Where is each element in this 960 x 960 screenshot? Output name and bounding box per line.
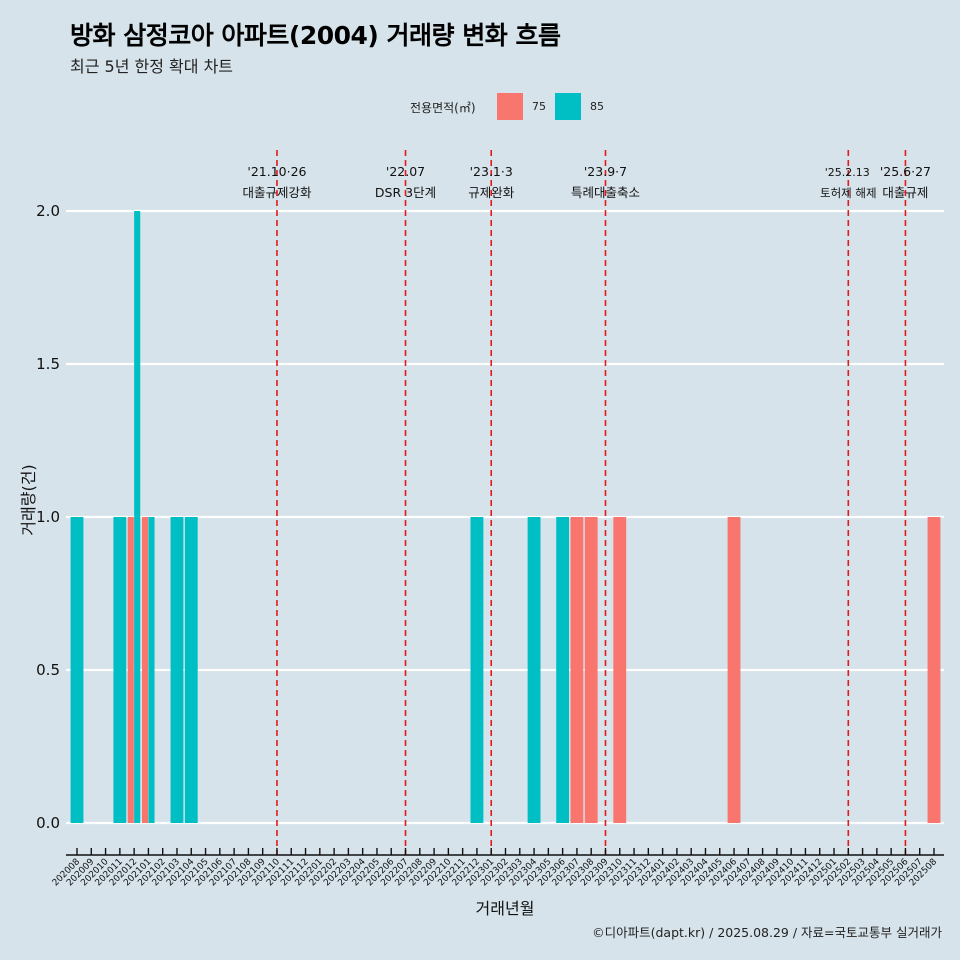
- y-tick-label: 1.5: [36, 355, 60, 373]
- bar-85-202212: [470, 517, 484, 823]
- bar-85-202306: [556, 517, 570, 823]
- chart-title: 방화 삼정코아 아파트(2004) 거래량 변화 흐름: [70, 21, 561, 50]
- event-date-label: '25.2.13: [825, 166, 870, 179]
- legend-label-75: 75: [532, 100, 546, 113]
- bar-85-202104: [184, 517, 198, 823]
- bar-75-202012: [127, 517, 134, 823]
- bar-75-202406: [727, 517, 741, 823]
- bar-75-202307: [570, 517, 584, 823]
- bar-85-202103: [170, 517, 184, 823]
- footer-credit: ©디아파트(dapt.kr) / 2025.08.29 / 자료=국토교통부 실…: [592, 925, 942, 940]
- event-date-label: '22.07: [386, 164, 425, 179]
- event-name-label: 특례대출축소: [571, 185, 640, 200]
- legend-key-85: [555, 93, 581, 120]
- y-tick-label: 1.0: [36, 508, 60, 526]
- bar-85-202101: [148, 517, 155, 823]
- event-name-label: 규제완화: [468, 185, 515, 200]
- x-axis-title: 거래년월: [476, 899, 535, 918]
- event-name-label: 대출규제강화: [242, 185, 312, 200]
- bar-85-202012: [134, 211, 141, 823]
- event-date-label: '25.6·27: [880, 164, 931, 179]
- legend-title: 전용면적(㎡): [410, 101, 476, 115]
- y-tick-label: 0.0: [36, 814, 60, 832]
- event-date-label: '21.10·26: [247, 164, 306, 179]
- event-name-label: 토허제 해제: [820, 186, 877, 200]
- legend: 전용면적(㎡) 75 85: [0, 93, 960, 121]
- legend-key-75: [497, 93, 523, 120]
- bar-85-202011: [113, 517, 127, 823]
- bar-75-202508: [927, 517, 941, 823]
- legend-label-85: 85: [590, 100, 604, 113]
- y-axis-title: 거래량(건): [19, 464, 38, 535]
- event-name-label: 대출규제: [882, 185, 928, 200]
- y-tick-label: 2.0: [36, 202, 60, 220]
- bar-75-202101: [141, 517, 149, 823]
- event-date-label: '23.9·7: [584, 164, 627, 179]
- bar-75-202308: [584, 517, 598, 823]
- bar-75-202310: [613, 517, 627, 823]
- bar-85-202304: [527, 517, 541, 823]
- bar-85-202008: [70, 517, 84, 823]
- y-tick-label: 0.5: [36, 661, 60, 679]
- event-name-label: DSR 3단계: [375, 185, 436, 200]
- event-date-label: '23.1·3: [470, 164, 513, 179]
- chart-subtitle: 최근 5년 한정 확대 차트: [70, 57, 234, 76]
